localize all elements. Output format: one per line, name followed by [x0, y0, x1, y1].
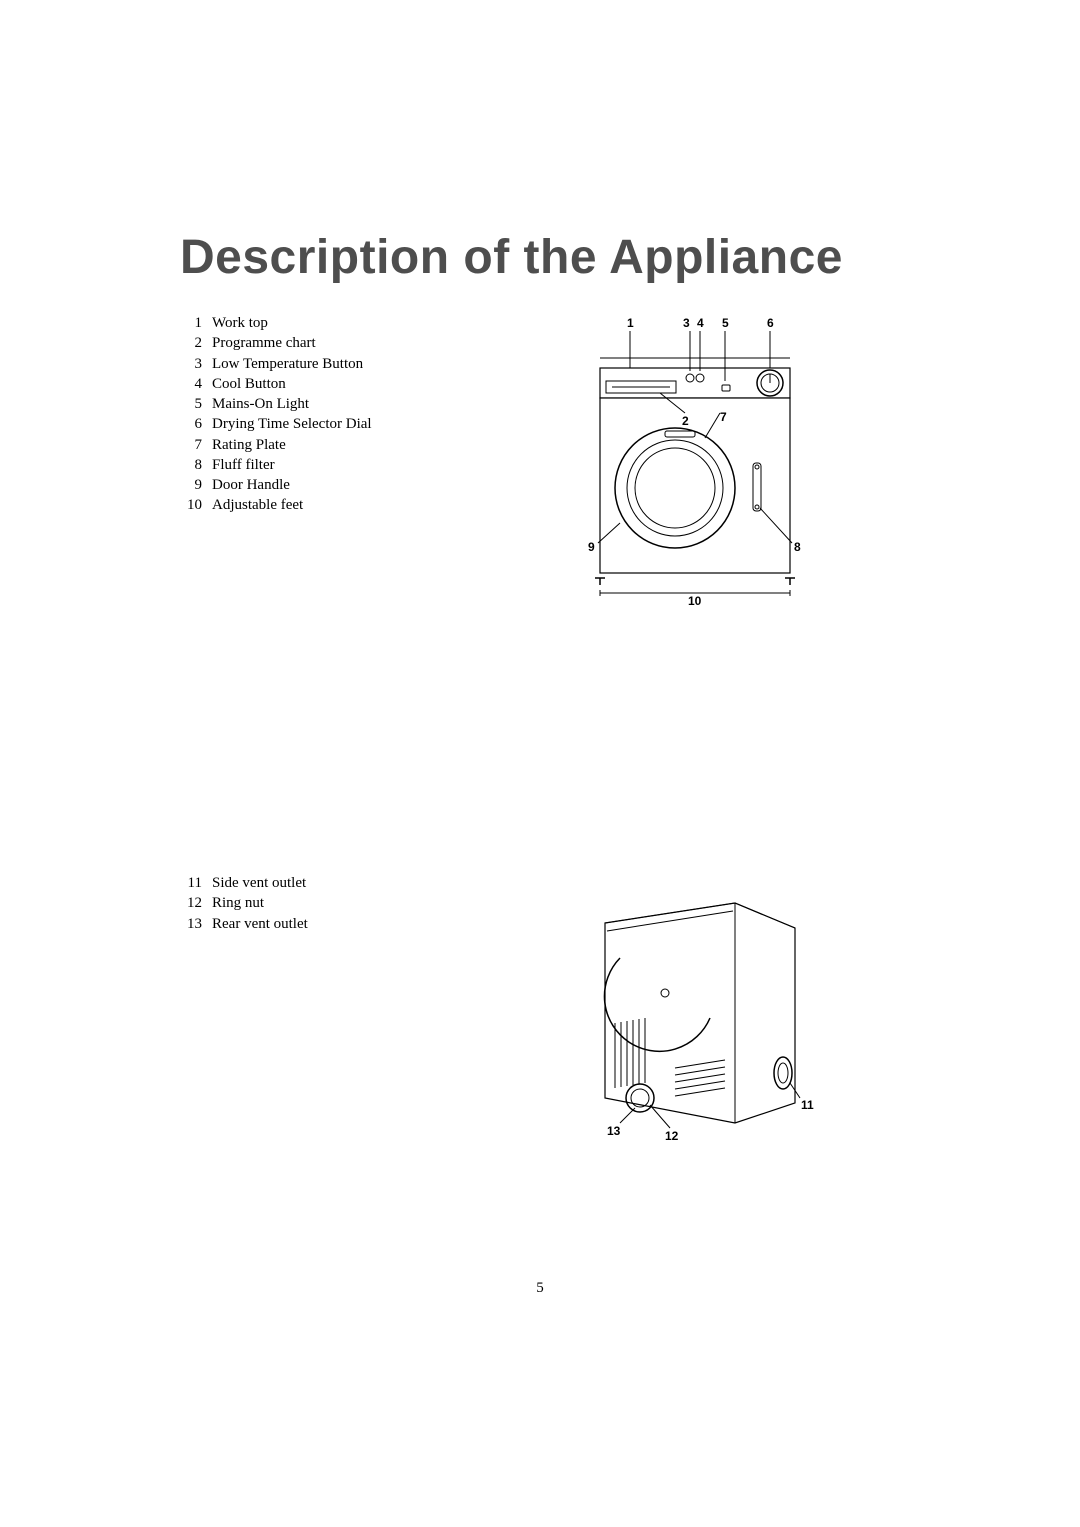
page-number: 5: [0, 1280, 1080, 1297]
callout-7: 7: [720, 410, 727, 424]
callout-8: 8: [794, 540, 801, 554]
callout-3: 3: [683, 316, 690, 330]
front-diagram: 1 3 4 5 6 2 7 8 9 10: [490, 313, 900, 613]
item-label: Side vent outlet: [212, 873, 308, 893]
list-item: 4 Cool Button: [180, 374, 372, 394]
item-number: 11: [180, 873, 212, 893]
spacer: [180, 613, 900, 873]
list-item: 13 Rear vent outlet: [180, 914, 308, 934]
item-number: 12: [180, 893, 212, 913]
section-rear: 11 Side vent outlet 12 Ring nut 13 Rear …: [180, 873, 900, 1143]
callout-1: 1: [627, 316, 634, 330]
callout-12: 12: [665, 1129, 679, 1143]
list-item: 8 Fluff filter: [180, 455, 372, 475]
item-number: 7: [180, 435, 212, 455]
item-label: Mains-On Light: [212, 394, 372, 414]
list-item: 9 Door Handle: [180, 475, 372, 495]
item-number: 4: [180, 374, 212, 394]
item-label: Low Temperature Button: [212, 354, 372, 374]
item-label: Work top: [212, 313, 372, 333]
page-title: Description of the Appliance: [180, 230, 900, 285]
item-number: 5: [180, 394, 212, 414]
item-number: 3: [180, 354, 212, 374]
list-item: 1 Work top: [180, 313, 372, 333]
page: Description of the Appliance 1 Work top …: [0, 0, 1080, 1527]
item-label: Fluff filter: [212, 455, 372, 475]
item-number: 1: [180, 313, 212, 333]
item-number: 13: [180, 914, 212, 934]
callout-5: 5: [722, 316, 729, 330]
list-item: 7 Rating Plate: [180, 435, 372, 455]
rear-parts-list: 11 Side vent outlet 12 Ring nut 13 Rear …: [180, 873, 490, 934]
list-item: 6 Drying Time Selector Dial: [180, 414, 372, 434]
item-label: Rating Plate: [212, 435, 372, 455]
callout-4: 4: [697, 316, 704, 330]
item-label: Cool Button: [212, 374, 372, 394]
callout-2: 2: [682, 414, 689, 428]
item-label: Ring nut: [212, 893, 308, 913]
item-number: 9: [180, 475, 212, 495]
item-label: Programme chart: [212, 333, 372, 353]
callout-6: 6: [767, 316, 774, 330]
section-front: 1 Work top 2 Programme chart 3 Low Tempe…: [180, 313, 900, 613]
item-label: Door Handle: [212, 475, 372, 495]
item-number: 6: [180, 414, 212, 434]
item-number: 2: [180, 333, 212, 353]
list-item: 3 Low Temperature Button: [180, 354, 372, 374]
item-label: Drying Time Selector Dial: [212, 414, 372, 434]
callout-10: 10: [688, 594, 702, 608]
item-number: 8: [180, 455, 212, 475]
callout-13: 13: [607, 1124, 621, 1138]
rear-diagram: 13 12 11: [490, 873, 900, 1143]
list-item: 2 Programme chart: [180, 333, 372, 353]
list-item: 12 Ring nut: [180, 893, 308, 913]
item-number: 10: [180, 495, 212, 515]
list-item: 11 Side vent outlet: [180, 873, 308, 893]
callout-11: 11: [801, 1098, 814, 1112]
list-item: 5 Mains-On Light: [180, 394, 372, 414]
callout-9: 9: [588, 540, 595, 554]
front-parts-list: 1 Work top 2 Programme chart 3 Low Tempe…: [180, 313, 490, 516]
item-label: Rear vent outlet: [212, 914, 308, 934]
item-label: Adjustable feet: [212, 495, 372, 515]
list-item: 10 Adjustable feet: [180, 495, 372, 515]
